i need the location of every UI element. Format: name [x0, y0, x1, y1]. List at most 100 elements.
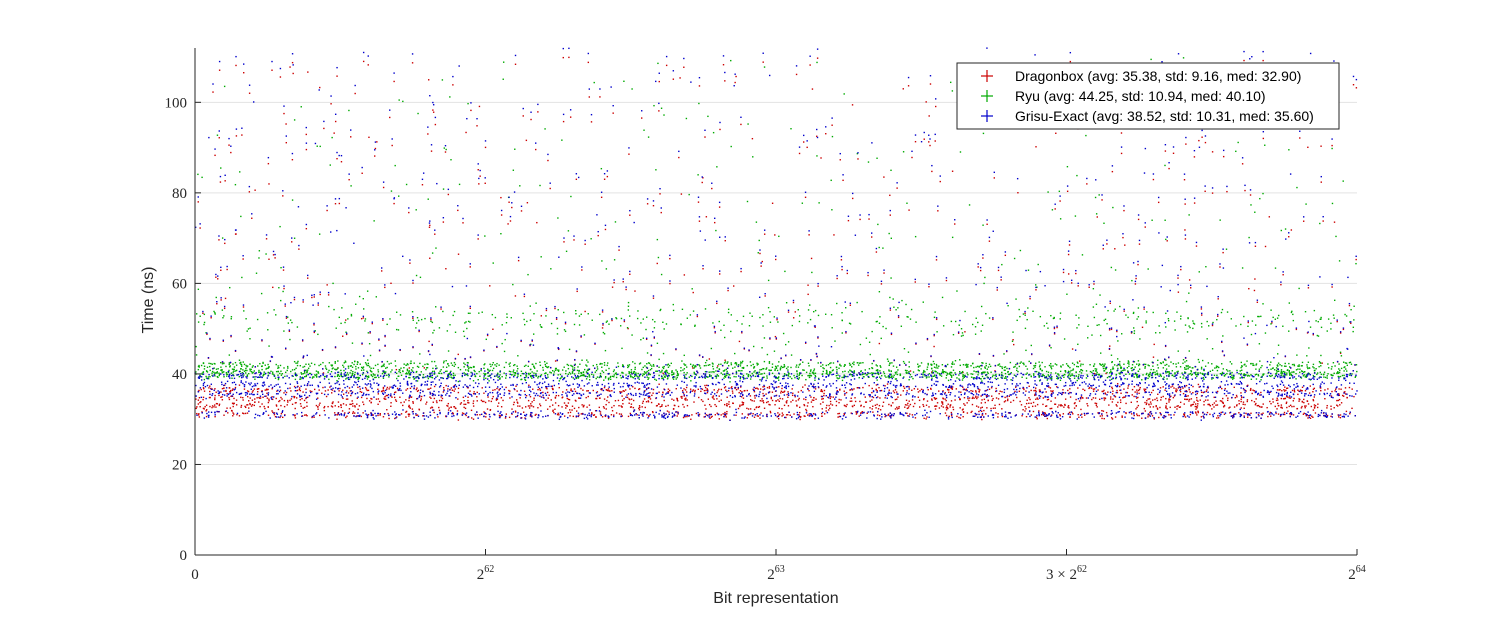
data-point: [386, 409, 388, 411]
data-point: [1003, 366, 1006, 369]
data-point: [1211, 324, 1214, 327]
data-point: [283, 112, 285, 115]
data-point: [259, 405, 261, 408]
data-point: [406, 368, 409, 371]
data-point: [1266, 406, 1268, 409]
data-point: [1285, 389, 1287, 392]
data-point: [1055, 132, 1057, 134]
data-point: [644, 365, 646, 367]
data-point: [817, 377, 820, 380]
data-point: [1225, 369, 1228, 371]
data-point: [233, 366, 236, 368]
data-point: [205, 404, 208, 406]
data-point: [1104, 393, 1107, 395]
data-point: [761, 260, 763, 263]
data-point: [267, 363, 269, 366]
data-point: [447, 373, 450, 375]
data-point: [299, 364, 302, 367]
data-point: [1039, 389, 1041, 391]
data-point: [251, 403, 254, 406]
data-point: [447, 405, 449, 407]
data-point: [1067, 405, 1070, 407]
data-point: [230, 151, 232, 154]
data-point: [606, 399, 608, 402]
data-point: [296, 362, 299, 364]
data-point: [1216, 404, 1219, 406]
data-point: [498, 364, 500, 366]
data-point: [909, 403, 912, 406]
data-point: [865, 374, 868, 376]
data-point: [915, 343, 917, 345]
data-point: [433, 385, 436, 388]
data-point: [1148, 403, 1150, 405]
data-point: [753, 371, 755, 373]
data-point: [1219, 266, 1221, 268]
data-point: [739, 370, 741, 372]
data-point: [1280, 370, 1283, 373]
data-point: [632, 377, 635, 379]
data-point: [548, 394, 550, 396]
data-point: [611, 286, 614, 288]
data-point: [352, 411, 355, 413]
data-point: [777, 379, 780, 381]
data-point: [390, 405, 392, 407]
data-point: [416, 414, 419, 416]
data-point: [523, 295, 526, 298]
data-point: [1261, 375, 1263, 378]
data-point: [1045, 405, 1047, 408]
data-point: [442, 391, 445, 393]
data-point: [205, 415, 208, 418]
data-point: [850, 397, 852, 399]
data-point: [543, 361, 546, 363]
data-point: [1255, 364, 1257, 366]
data-point: [906, 412, 908, 415]
data-point: [470, 409, 473, 412]
data-point: [1050, 392, 1053, 395]
data-point: [797, 399, 800, 401]
data-point: [1028, 406, 1030, 409]
data-point: [1062, 374, 1065, 377]
data-point: [1075, 375, 1078, 377]
data-point: [1337, 414, 1339, 416]
data-point: [722, 370, 725, 372]
data-point: [955, 388, 958, 390]
data-point: [859, 400, 861, 403]
data-point: [533, 366, 535, 368]
data-point: [1120, 132, 1123, 134]
data-point: [196, 412, 198, 415]
data-point: [248, 191, 251, 193]
data-point: [714, 332, 716, 334]
data-point: [785, 367, 788, 370]
data-point: [1289, 412, 1291, 415]
data-point: [1082, 388, 1084, 391]
data-point: [1138, 363, 1140, 365]
data-point: [769, 338, 771, 340]
data-point: [606, 175, 609, 178]
data-point: [232, 388, 234, 390]
data-point: [1072, 374, 1074, 377]
data-point: [1233, 377, 1235, 379]
data-point: [822, 401, 824, 403]
data-point: [1136, 406, 1138, 409]
data-point: [1270, 415, 1272, 417]
data-point: [763, 360, 766, 363]
data-point: [607, 389, 609, 392]
data-point: [212, 91, 214, 93]
data-point: [723, 414, 726, 416]
data-point: [1046, 417, 1049, 420]
data-point: [1001, 415, 1004, 418]
data-point: [811, 88, 814, 90]
data-point: [737, 407, 740, 410]
data-point: [1350, 322, 1352, 325]
data-point: [1338, 371, 1341, 374]
data-point: [1215, 365, 1218, 367]
data-point: [235, 233, 237, 235]
data-point: [984, 366, 986, 368]
data-point: [1051, 390, 1054, 393]
data-point: [991, 399, 993, 402]
data-point: [658, 358, 660, 361]
data-point: [1176, 408, 1178, 410]
data-point: [635, 374, 637, 376]
data-point: [1063, 406, 1065, 408]
data-point: [1087, 405, 1089, 407]
